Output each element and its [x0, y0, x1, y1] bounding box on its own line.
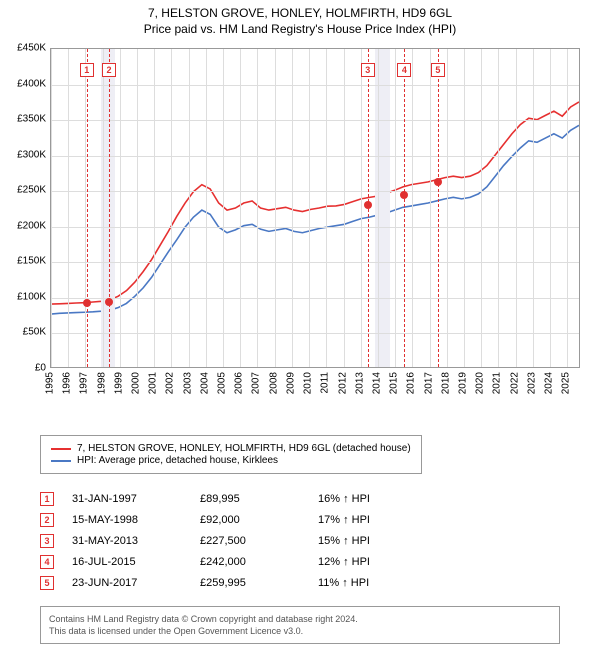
- sale-diff: 12% ↑ HPI: [318, 556, 438, 568]
- y-tick-label: £450K: [4, 43, 46, 54]
- sale-row: 3 31-MAY-2013 £227,500 15% ↑ HPI: [40, 534, 560, 548]
- x-tick-label: 2000: [131, 372, 142, 394]
- sale-date: 16-JUL-2015: [72, 556, 182, 568]
- sale-marker: 1: [40, 492, 54, 506]
- x-tick-label: 2012: [337, 372, 348, 394]
- legend-swatch: [51, 448, 71, 450]
- x-tick-label: 1999: [113, 372, 124, 394]
- sale-date: 31-JAN-1997: [72, 493, 182, 505]
- event-marker: 5: [431, 63, 445, 77]
- sale-marker: 5: [40, 576, 54, 590]
- x-tick-label: 2002: [165, 372, 176, 394]
- x-tick-label: 2018: [440, 372, 451, 394]
- sale-diff: 17% ↑ HPI: [318, 514, 438, 526]
- y-tick-label: £150K: [4, 256, 46, 267]
- x-tick-label: 2017: [423, 372, 434, 394]
- sale-dot: [364, 201, 372, 209]
- x-tick-label: 2023: [526, 372, 537, 394]
- sale-date: 23-JUN-2017: [72, 577, 182, 589]
- legend: 7, HELSTON GROVE, HONLEY, HOLMFIRTH, HD9…: [40, 435, 422, 474]
- x-tick-label: 1997: [79, 372, 90, 394]
- page-title: 7, HELSTON GROVE, HONLEY, HOLMFIRTH, HD9…: [0, 0, 600, 20]
- sale-row: 5 23-JUN-2017 £259,995 11% ↑ HPI: [40, 576, 560, 590]
- sale-date: 15-MAY-1998: [72, 514, 182, 526]
- legend-label: 7, HELSTON GROVE, HONLEY, HOLMFIRTH, HD9…: [77, 443, 411, 454]
- x-tick-label: 2024: [544, 372, 555, 394]
- x-tick-label: 2004: [199, 372, 210, 394]
- y-tick-label: £50K: [4, 327, 46, 338]
- x-tick-label: 1995: [45, 372, 56, 394]
- legend-item: 7, HELSTON GROVE, HONLEY, HOLMFIRTH, HD9…: [51, 443, 411, 454]
- event-marker: 1: [80, 63, 94, 77]
- x-tick-label: 2016: [406, 372, 417, 394]
- sale-price: £259,995: [200, 577, 300, 589]
- x-tick-label: 2006: [234, 372, 245, 394]
- sale-dot: [83, 299, 91, 307]
- sale-marker: 3: [40, 534, 54, 548]
- sale-diff: 11% ↑ HPI: [318, 577, 438, 589]
- x-tick-label: 2009: [285, 372, 296, 394]
- sales-table: 1 31-JAN-1997 £89,995 16% ↑ HPI 2 15-MAY-1998…: [40, 485, 560, 597]
- x-tick-label: 2010: [303, 372, 314, 394]
- chart-area: 12 3 4 5 £0 £50K £100K £150K £200K £250K £300K £35…: [0, 40, 600, 430]
- sale-dot: [434, 178, 442, 186]
- sale-price: £242,000: [200, 556, 300, 568]
- x-tick-label: 2005: [217, 372, 228, 394]
- x-tick-label: 2015: [389, 372, 400, 394]
- legend-label: HPI: Average price, detached house, Kirk…: [77, 455, 278, 466]
- sale-row: 1 31-JAN-1997 £89,995 16% ↑ HPI: [40, 492, 560, 506]
- x-tick-label: 2011: [320, 372, 331, 394]
- sale-price: £92,000: [200, 514, 300, 526]
- sale-marker: 2: [40, 513, 54, 527]
- line-series: [51, 102, 579, 304]
- x-tick-label: 1996: [62, 372, 73, 394]
- y-tick-label: £0: [4, 363, 46, 374]
- x-tick-label: 2019: [457, 372, 468, 394]
- x-tick-label: 2003: [182, 372, 193, 394]
- legend-item: HPI: Average price, detached house, Kirk…: [51, 455, 411, 466]
- y-tick-label: £300K: [4, 149, 46, 160]
- x-tick-label: 2008: [268, 372, 279, 394]
- sale-marker: 4: [40, 555, 54, 569]
- sale-diff: 16% ↑ HPI: [318, 493, 438, 505]
- sale-diff: 15% ↑ HPI: [318, 535, 438, 547]
- sale-price: £227,500: [200, 535, 300, 547]
- x-tick-label: 1998: [96, 372, 107, 394]
- sale-row: 2 15-MAY-1998 £92,000 17% ↑ HPI: [40, 513, 560, 527]
- x-tick-label: 2014: [371, 372, 382, 394]
- x-tick-label: 2007: [251, 372, 262, 394]
- x-tick-label: 2022: [509, 372, 520, 394]
- line-series: [51, 125, 579, 314]
- sale-dot: [400, 191, 408, 199]
- y-tick-label: £250K: [4, 185, 46, 196]
- y-tick-label: £200K: [4, 220, 46, 231]
- event-marker: 3: [361, 63, 375, 77]
- y-tick-label: £350K: [4, 114, 46, 125]
- legend-swatch: [51, 460, 71, 462]
- sale-price: £89,995: [200, 493, 300, 505]
- event-marker: 2: [102, 63, 116, 77]
- sale-dot: [105, 298, 113, 306]
- sale-row: 4 16-JUL-2015 £242,000 12% ↑ HPI: [40, 555, 560, 569]
- y-tick-label: £400K: [4, 78, 46, 89]
- sale-date: 31-MAY-2013: [72, 535, 182, 547]
- x-tick-label: 2021: [492, 372, 503, 394]
- x-tick-label: 2013: [354, 372, 365, 394]
- event-marker: 4: [397, 63, 411, 77]
- x-tick-label: 2020: [475, 372, 486, 394]
- footnote: Contains HM Land Registry data © Crown c…: [40, 606, 560, 644]
- plot-region: 12 3 4 5: [50, 48, 580, 368]
- page-subtitle: Price paid vs. HM Land Registry's House …: [0, 20, 600, 36]
- y-tick-label: £100K: [4, 291, 46, 302]
- x-tick-label: 2025: [561, 372, 572, 394]
- x-tick-label: 2001: [148, 372, 159, 394]
